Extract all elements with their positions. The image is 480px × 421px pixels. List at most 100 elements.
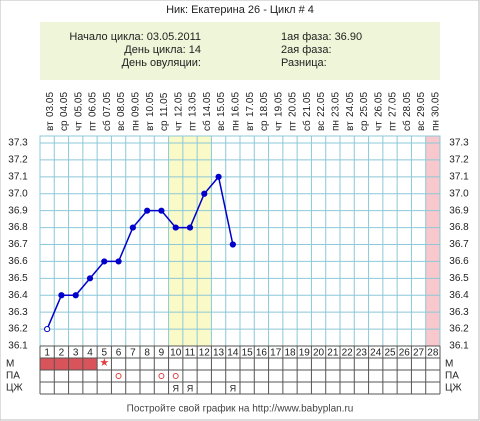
y-tick-label: 36.4 <box>449 290 469 301</box>
date: 09.05 <box>130 92 141 117</box>
x-tick-label: 22 <box>342 348 354 359</box>
date: 10.05 <box>145 92 156 117</box>
weekday: пн <box>330 120 341 131</box>
weekday: чт <box>373 121 384 131</box>
y-tick-label: 37.2 <box>449 155 469 166</box>
x-tick-label: 13 <box>213 348 225 359</box>
y-tick-label: 36.9 <box>8 205 28 216</box>
menstruation <box>82 358 98 370</box>
weekday: пн <box>430 120 441 131</box>
y-tick-label: 36.3 <box>449 307 469 318</box>
weekday: пт <box>288 121 299 131</box>
weekday: вт <box>345 121 356 131</box>
info-text: 1ая фаза: 36.90 <box>281 31 362 43</box>
y-tick-label: 36.1 <box>8 341 28 352</box>
weekday: вс <box>316 121 327 131</box>
info-text: 2ая фаза: <box>281 44 332 56</box>
pa-mark <box>115 373 122 379</box>
info-text: Начало цикла: 03.05.2011 <box>69 31 201 43</box>
weekday: сб <box>401 120 413 131</box>
y-tick-label: 36.8 <box>449 222 469 233</box>
y-tick-label: 36.2 <box>449 324 469 335</box>
x-tick-label: 6 <box>116 348 122 359</box>
point <box>58 292 65 299</box>
point <box>101 258 108 265</box>
date: 03.05 <box>45 92 56 117</box>
info-box <box>40 22 440 80</box>
end-day <box>425 136 440 346</box>
date: 26.05 <box>373 92 384 117</box>
y-tick-label: 37.3 <box>449 138 469 149</box>
x-tick-label: 17 <box>270 348 282 359</box>
info-text: День овуляции: <box>122 57 201 69</box>
line <box>46 175 234 330</box>
highlight-day <box>182 136 198 346</box>
y-tick-label: 36.1 <box>449 341 469 352</box>
date: 23.05 <box>330 92 341 117</box>
date: 28.05 <box>402 92 413 117</box>
x-tick-label: 11 <box>185 348 196 359</box>
menstruation <box>68 358 83 370</box>
x-tick-label: 28 <box>427 348 439 359</box>
date: 19.05 <box>273 92 284 117</box>
weekday: вс <box>216 121 227 131</box>
x-tick-label: 15 <box>242 348 254 359</box>
x-tick-label: 8 <box>144 348 150 359</box>
cz-mark: Я <box>230 383 237 393</box>
weekday: ср <box>259 120 270 131</box>
weekday: ср <box>59 120 70 131</box>
menstruation <box>54 358 69 370</box>
weekday: ср <box>359 120 370 131</box>
pa-mark <box>172 373 179 379</box>
row-label: ПА <box>445 371 459 382</box>
weekday: вт <box>45 121 56 131</box>
point <box>158 207 165 214</box>
row-label: М <box>6 359 14 370</box>
weekday: пт <box>88 121 99 131</box>
date: 30.05 <box>430 92 441 117</box>
x-tick-label: 3 <box>73 348 79 359</box>
point <box>86 275 94 282</box>
x-tick-label: 26 <box>399 348 411 359</box>
date: 17.05 <box>245 92 256 117</box>
point <box>72 292 79 299</box>
point <box>215 173 222 180</box>
point <box>115 258 122 265</box>
date: 20.05 <box>288 92 299 117</box>
y-tick-label: 37.3 <box>8 138 28 149</box>
x-tick-label: 9 <box>159 348 165 359</box>
row-label: М <box>445 359 453 370</box>
point <box>229 241 236 248</box>
x-tick-label: 27 <box>413 348 425 359</box>
chart-title: Ник: Екатерина 26 - Цикл # 4 <box>166 4 314 16</box>
cz-mark: Я <box>187 383 194 393</box>
point <box>129 224 136 231</box>
date: 05.05 <box>73 92 84 117</box>
point <box>144 207 151 214</box>
x-tick-label: 2 <box>59 348 65 359</box>
x-tick-label: 24 <box>370 348 382 359</box>
y-tick-label: 37.0 <box>8 188 28 199</box>
date: 22.05 <box>316 92 327 117</box>
date: 08.05 <box>116 92 127 117</box>
date: 16.05 <box>230 92 241 117</box>
date: 27.05 <box>388 92 399 117</box>
weekday: чт <box>273 121 284 131</box>
x-tick-label: 25 <box>384 348 396 359</box>
y-tick-label: 36.3 <box>8 307 28 318</box>
x-tick-label: 16 <box>256 348 268 359</box>
y-tick-label: 37.1 <box>8 171 28 182</box>
date: 11.05 <box>159 92 170 117</box>
x-tick-label: 23 <box>356 348 368 359</box>
date: 07.05 <box>102 92 113 117</box>
y-tick-label: 37.1 <box>449 171 469 182</box>
weekday: чт <box>73 121 84 131</box>
y-tick-label: 36.4 <box>8 290 28 301</box>
y-tick-label: 36.7 <box>8 239 28 250</box>
info-text: Разница: <box>281 57 327 69</box>
weekday: пн <box>230 120 241 131</box>
weekday: чт <box>173 121 184 131</box>
weekday: пт <box>388 121 399 131</box>
date: 13.05 <box>188 92 199 117</box>
